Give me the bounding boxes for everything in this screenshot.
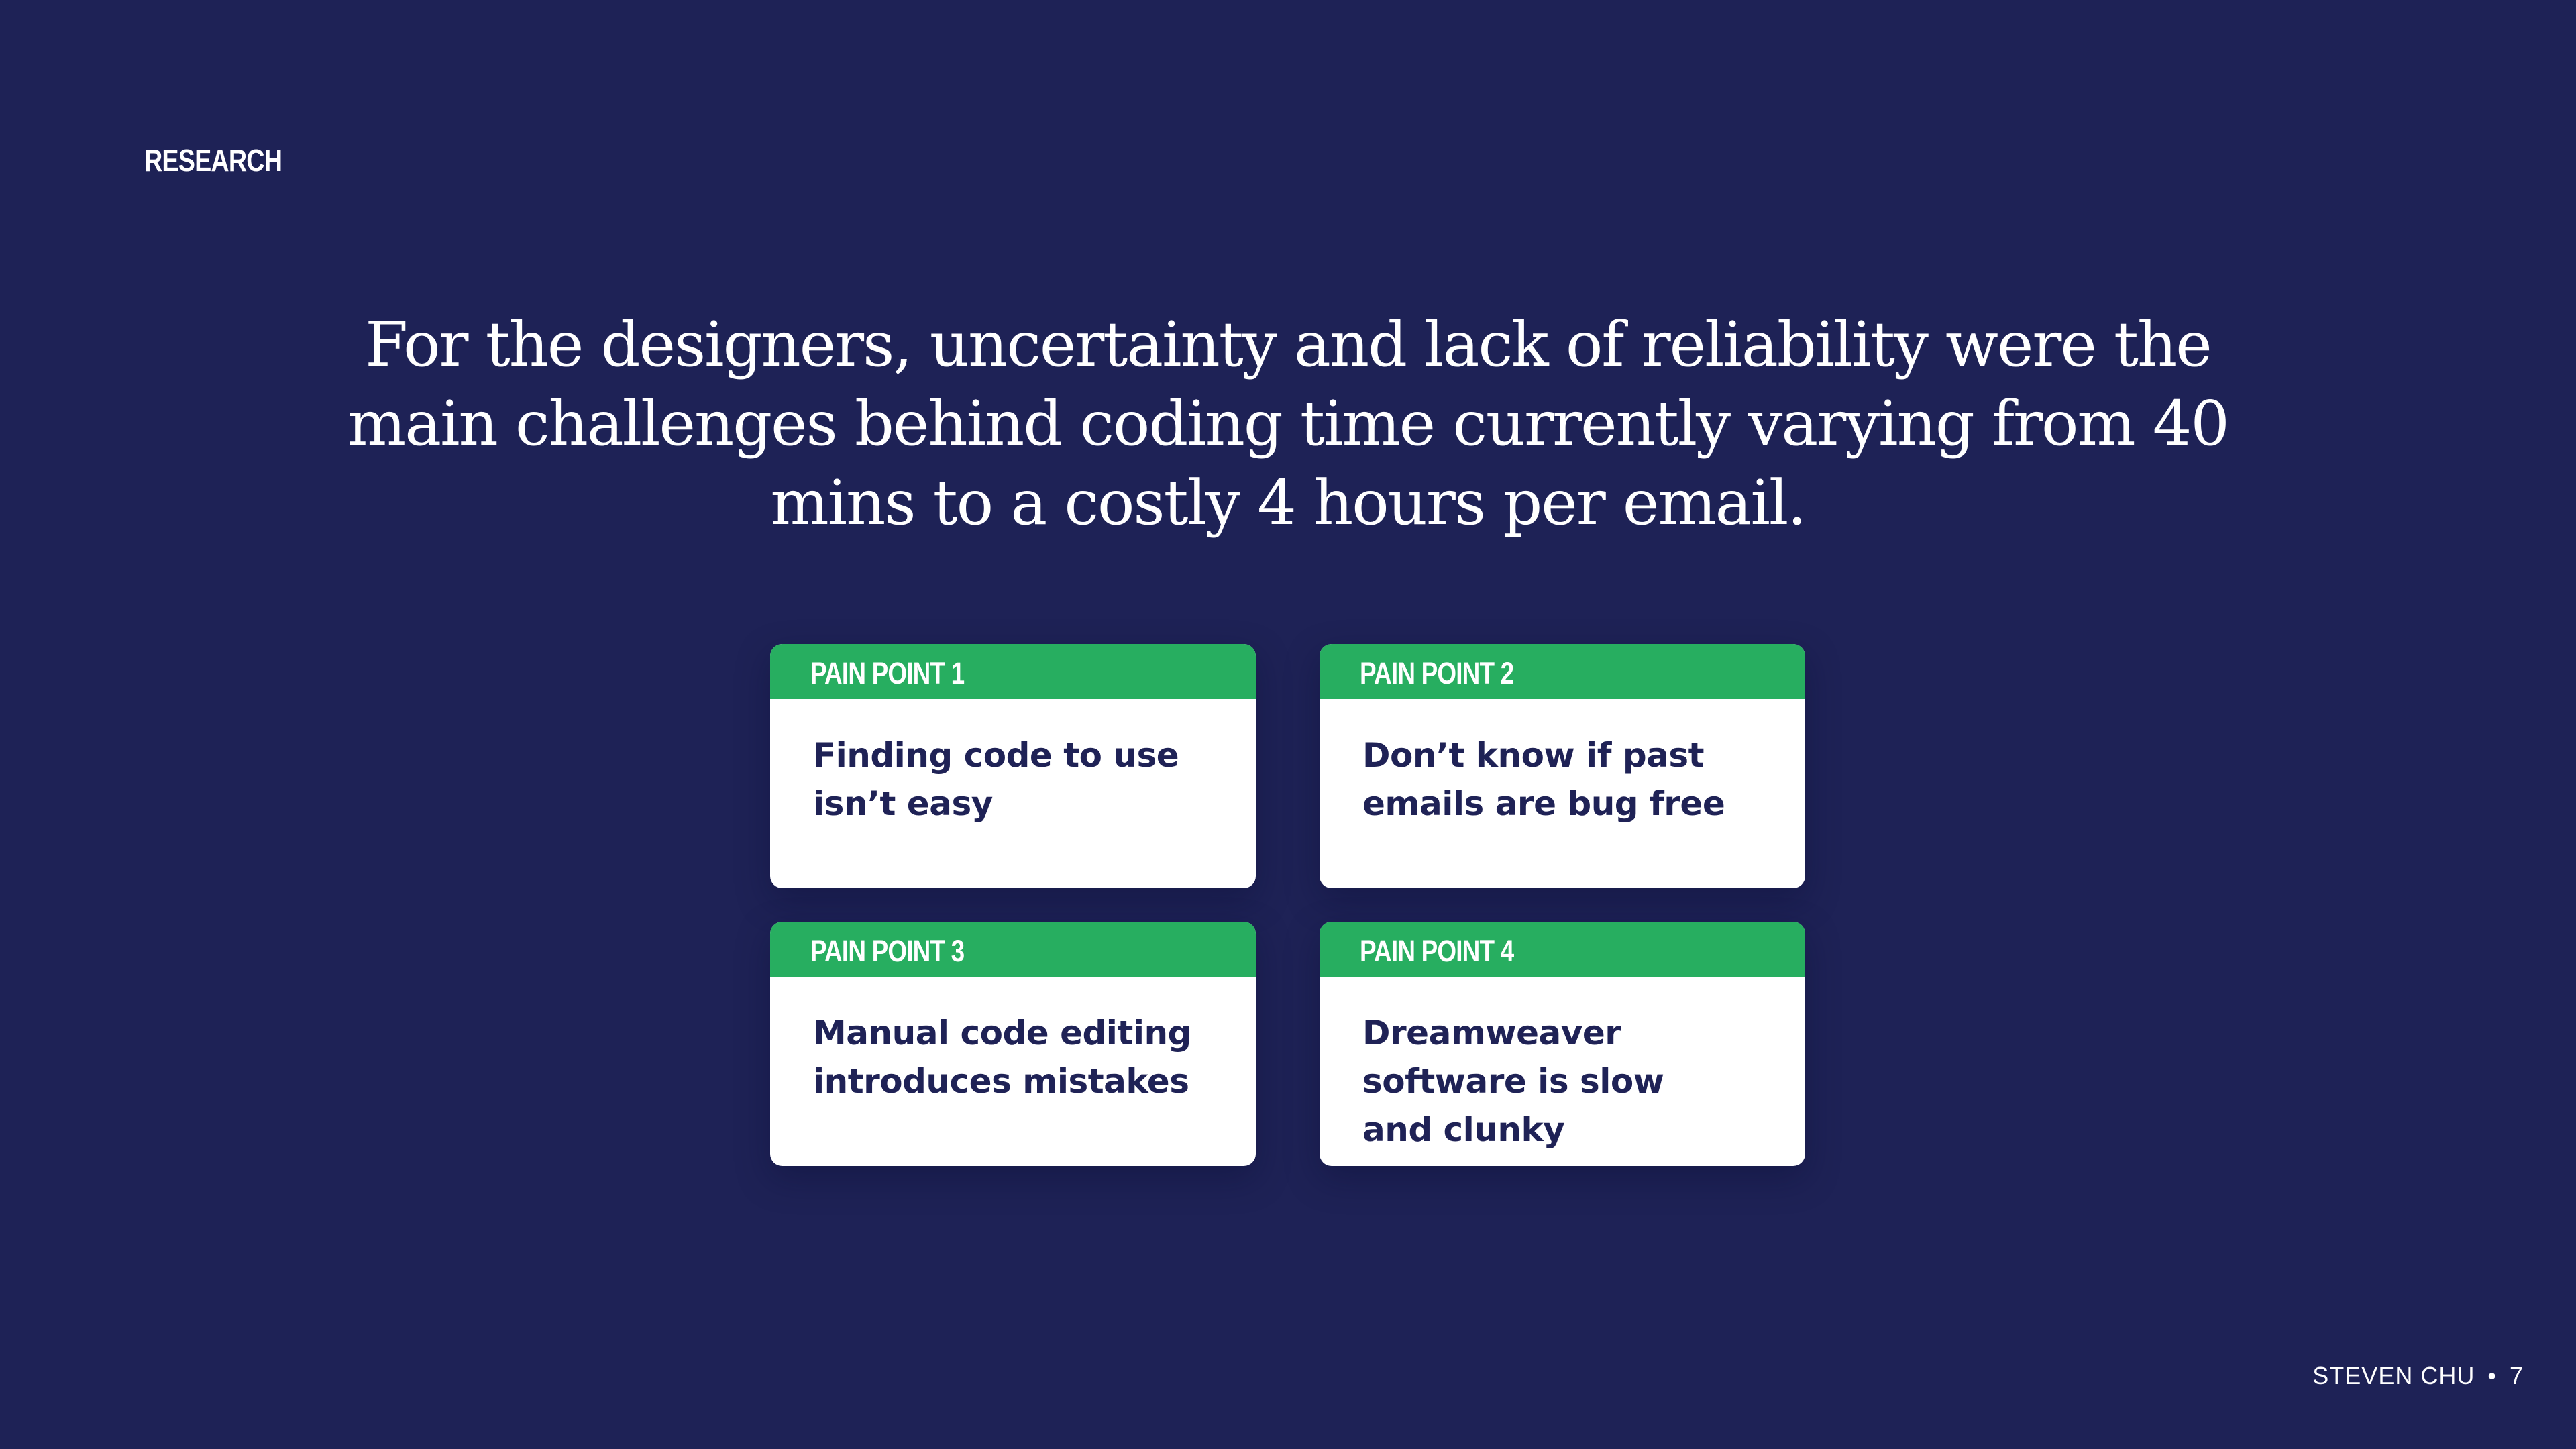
pain-point-header: PAIN POINT 1 <box>770 644 1256 699</box>
pain-point-tag: PAIN POINT 4 <box>1360 934 1514 968</box>
pain-point-card-3: PAIN POINT 3 Manual code editing introdu… <box>770 922 1256 1166</box>
headline: For the designers, uncertainty and lack … <box>347 309 2230 539</box>
pain-point-card-2: PAIN POINT 2 Don’t know if past emails a… <box>1320 644 1805 888</box>
pain-point-text: Don’t know if past emails are bug free <box>1362 736 1725 823</box>
footer-author: STEVEN CHU <box>2312 1362 2475 1389</box>
section-label: RESEARCH <box>144 143 282 178</box>
pain-point-tag: PAIN POINT 3 <box>810 934 965 968</box>
pain-point-header: PAIN POINT 2 <box>1320 644 1805 699</box>
pain-point-text: Manual code editing introduces mistakes <box>813 1014 1191 1101</box>
footer: STEVEN CHU • 7 <box>2312 1362 2524 1390</box>
pain-point-text: Dreamweaver software is slow and clunky <box>1362 1014 1664 1149</box>
pain-point-text: Finding code to use isn’t easy <box>813 736 1179 823</box>
pain-point-tag: PAIN POINT 1 <box>810 656 965 690</box>
pain-point-header: PAIN POINT 4 <box>1320 922 1805 977</box>
pain-point-card-1: PAIN POINT 1 Finding code to use isn’t e… <box>770 644 1256 888</box>
pain-point-header: PAIN POINT 3 <box>770 922 1256 977</box>
footer-separator: • <box>2487 1362 2497 1389</box>
pain-point-tag: PAIN POINT 2 <box>1360 656 1514 690</box>
page-number: 7 <box>2509 1362 2524 1389</box>
pain-point-card-4: PAIN POINT 4 Dreamweaver software is slo… <box>1320 922 1805 1166</box>
